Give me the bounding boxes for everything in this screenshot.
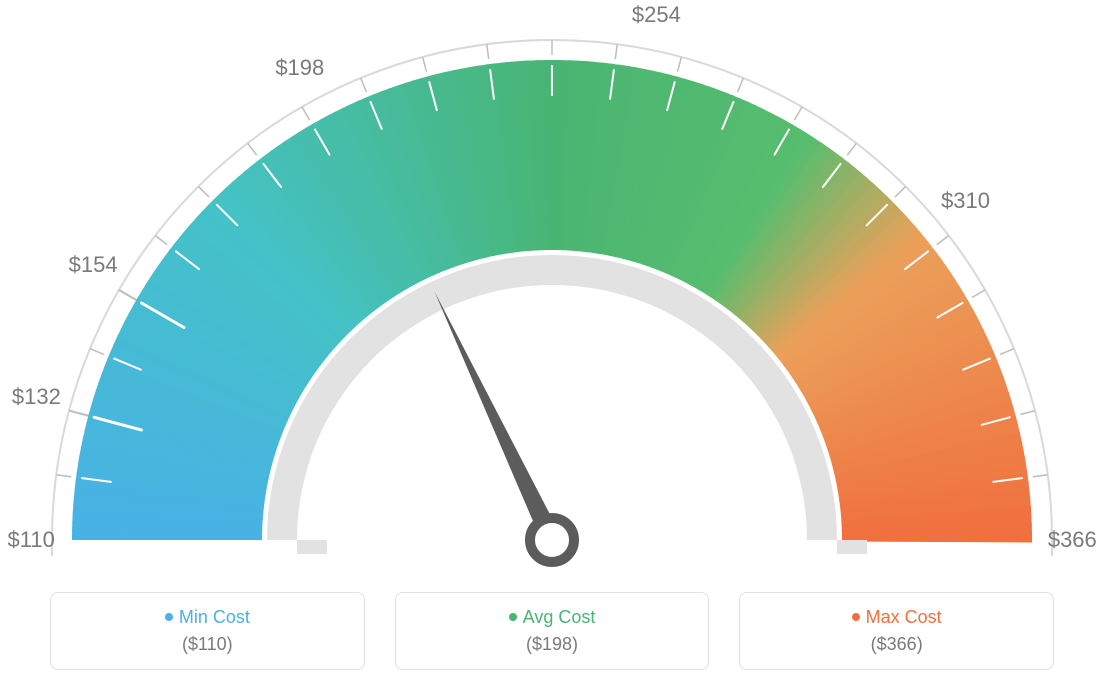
avg-cost-label: Avg Cost	[523, 607, 596, 627]
dot-icon	[165, 613, 173, 621]
summary-row: Min Cost ($110) Avg Cost ($198) Max Cost…	[0, 592, 1104, 670]
avg-cost-value: ($198)	[406, 634, 699, 655]
avg-cost-card: Avg Cost ($198)	[395, 592, 710, 670]
tick-label: $310	[941, 188, 990, 214]
tick-label: $110	[8, 527, 55, 553]
avg-cost-title: Avg Cost	[406, 607, 699, 628]
max-cost-card: Max Cost ($366)	[739, 592, 1054, 670]
max-cost-label: Max Cost	[866, 607, 942, 627]
tick-label: $198	[275, 55, 324, 81]
tick-label: $254	[632, 2, 681, 28]
min-cost-value: ($110)	[61, 634, 354, 655]
max-cost-title: Max Cost	[750, 607, 1043, 628]
tick-label: $154	[69, 252, 118, 278]
min-cost-card: Min Cost ($110)	[50, 592, 365, 670]
gauge-svg	[0, 0, 1104, 580]
dot-icon	[852, 613, 860, 621]
tick-label: $132	[12, 384, 61, 410]
min-cost-label: Min Cost	[179, 607, 250, 627]
tick-label: $366	[1048, 527, 1097, 553]
gauge-area: $110 $132 $154 $198 $254 $310 $366	[0, 0, 1104, 580]
max-cost-value: ($366)	[750, 634, 1043, 655]
chart-container: $110 $132 $154 $198 $254 $310 $366 Min Cost ($…	[0, 0, 1104, 690]
min-cost-title: Min Cost	[61, 607, 354, 628]
dot-icon	[509, 613, 517, 621]
